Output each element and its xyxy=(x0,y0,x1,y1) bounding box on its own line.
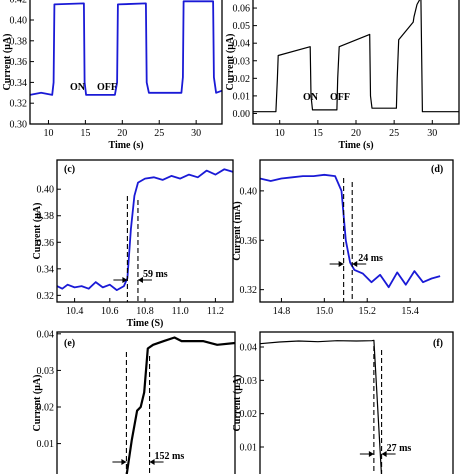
y-tick-label-a-4: 0.38 xyxy=(10,36,28,47)
y-tick-label-f-3: 0.03 xyxy=(240,376,258,387)
x-tick-label-c-1: 10.6 xyxy=(101,306,119,317)
panel-b: 0.00 0.01 0.02 0.03 0.04 0.05 0.06 10 15 20 25 30 Ti… xyxy=(225,0,460,151)
y-tick-label-e-4: 0.04 xyxy=(37,329,55,340)
y-tick-label-c-0: 0.32 xyxy=(37,291,55,302)
x-axis-label-c: Time (S) xyxy=(127,318,164,329)
y-axis-label-f: Current (μA) xyxy=(232,375,243,432)
panel-letter-c: (c) xyxy=(64,164,75,175)
series-line-c-0 xyxy=(56,168,234,291)
y-tick-label-c-3: 0.38 xyxy=(37,211,55,222)
panel-letter-e: (e) xyxy=(64,338,75,349)
y-tick-label-c-1: 0.34 xyxy=(37,264,55,275)
panel-letter-d: (d) xyxy=(431,164,443,175)
y-tick-label-c-4: 0.40 xyxy=(37,185,55,196)
y-axis-label-e: Current (μA) xyxy=(32,375,43,432)
panel-a: 0.30 0.32 0.34 0.36 0.38 0.40 0.42 10 15 20 25 30 Ti… xyxy=(2,0,223,151)
plot-frame-c xyxy=(56,159,234,303)
y-tick-label-d-1: 0.36 xyxy=(240,236,258,247)
panel-d: 0.32 0.36 0.40 14.8 15.0 15.2 15.4 Current (mA)… xyxy=(232,159,454,317)
x-tick-label-d-0: 14.8 xyxy=(273,306,291,317)
plot-frame-d xyxy=(259,159,454,303)
panel-e: 0.01 0.02 0.03 0.04 Current (μA) (e) 152 ms xyxy=(32,329,236,474)
series-line-a-0 xyxy=(29,0,223,96)
x-tick-label-c-4: 11.2 xyxy=(207,306,224,317)
marker-label-e: 152 ms xyxy=(155,451,185,462)
x-tick-label-c-2: 10.8 xyxy=(136,306,154,317)
plot-frame-e xyxy=(56,331,236,474)
x-axis-label-b: Time (s) xyxy=(338,140,373,151)
x-tick-label-c-3: 11.0 xyxy=(172,306,189,317)
annotation-a-1: OFF xyxy=(97,82,117,93)
y-tick-label-f-2: 0.02 xyxy=(240,409,258,420)
y-tick-label-b-0: 0.00 xyxy=(233,109,251,120)
y-axis-label-c: Current (μA) xyxy=(32,203,43,260)
marker-arrowhead-left-e xyxy=(121,459,127,465)
y-tick-label-f-4: 0.04 xyxy=(240,343,258,354)
x-tick-label-b-3: 25 xyxy=(389,128,399,139)
annotation-b-0: ON xyxy=(303,92,319,103)
marker-arrowhead-right-f xyxy=(381,451,387,457)
series-line-b-0 xyxy=(253,0,459,113)
x-tick-label-b-0: 10 xyxy=(275,128,285,139)
y-tick-label-a-6: 0.42 xyxy=(10,0,28,6)
marker-arrowhead-left-f xyxy=(368,451,374,457)
plot-frame-f xyxy=(259,331,454,474)
x-tick-label-a-1: 15 xyxy=(80,128,90,139)
x-tick-label-b-4: 30 xyxy=(427,128,437,139)
marker-arrowhead-left-d xyxy=(338,261,344,267)
marker-label-c: 59 ms xyxy=(143,269,168,280)
y-tick-label-d-2: 0.40 xyxy=(240,186,258,197)
y-tick-label-c-2: 0.36 xyxy=(37,238,55,249)
y-tick-label-b-1: 0.01 xyxy=(233,91,251,102)
x-axis-label-a: Time (s) xyxy=(108,140,143,151)
y-tick-label-a-1: 0.32 xyxy=(10,99,28,110)
y-tick-label-e-2: 0.02 xyxy=(37,403,55,414)
marker-arrowhead-left-c xyxy=(122,277,128,283)
y-tick-label-a-3: 0.36 xyxy=(10,57,28,68)
x-tick-label-c-0: 10.4 xyxy=(66,306,84,317)
plot-frame-b xyxy=(252,0,460,125)
y-tick-label-a-5: 0.40 xyxy=(10,16,28,27)
marker-arrowhead-right-e xyxy=(149,459,155,465)
annotation-b-1: OFF xyxy=(330,92,350,103)
panel-f: 0.01 0.02 0.03 0.04 Current (μA) (f) 27 ms xyxy=(232,331,454,474)
x-tick-label-a-2: 20 xyxy=(117,128,127,139)
marker-label-d: 24 ms xyxy=(358,253,383,264)
y-tick-label-e-1: 0.01 xyxy=(37,439,55,450)
x-tick-label-a-3: 25 xyxy=(154,128,164,139)
x-tick-label-d-1: 15.0 xyxy=(316,306,334,317)
y-tick-label-a-0: 0.30 xyxy=(10,120,28,131)
x-tick-label-d-2: 15.2 xyxy=(358,306,376,317)
marker-arrowhead-right-d xyxy=(352,261,358,267)
annotation-a-0: ON xyxy=(70,82,86,93)
x-tick-label-b-2: 20 xyxy=(351,128,361,139)
y-tick-label-b-3: 0.03 xyxy=(233,56,251,67)
x-tick-label-d-3: 15.4 xyxy=(401,306,419,317)
y-tick-label-f-1: 0.01 xyxy=(240,443,258,454)
series-line-f-0 xyxy=(259,339,383,474)
y-axis-label-d: Current (mA) xyxy=(232,201,243,261)
y-tick-label-b-6: 0.06 xyxy=(233,4,251,15)
y-tick-label-e-3: 0.03 xyxy=(37,366,55,377)
y-tick-label-a-2: 0.34 xyxy=(10,78,28,89)
panel-c: 0.32 0.34 0.36 0.38 0.40 10.4 10.6 10.8 11.0 11.2… xyxy=(32,159,234,329)
x-tick-label-a-0: 10 xyxy=(43,128,53,139)
panel-letter-f: (f) xyxy=(433,338,443,349)
x-tick-label-a-4: 30 xyxy=(191,128,201,139)
series-line-e-0 xyxy=(125,336,236,474)
plot-frame-a xyxy=(29,0,223,125)
x-tick-label-b-1: 15 xyxy=(313,128,323,139)
y-axis-label-b: Current (μA) xyxy=(225,34,236,91)
marker-arrowhead-right-c xyxy=(137,277,143,283)
y-axis-label-a: Current (μA) xyxy=(2,34,13,91)
marker-label-f: 27 ms xyxy=(387,443,412,454)
y-tick-label-b-2: 0.02 xyxy=(233,74,251,85)
y-tick-label-b-5: 0.05 xyxy=(233,21,251,32)
y-tick-label-b-4: 0.04 xyxy=(233,39,251,50)
y-tick-label-d-0: 0.32 xyxy=(240,285,258,296)
series-line-d-0 xyxy=(259,173,441,289)
